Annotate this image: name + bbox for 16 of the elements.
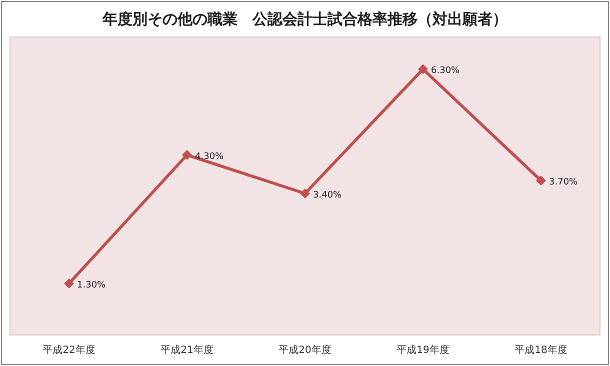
data-label: 6.30% bbox=[431, 66, 460, 76]
data-label: 3.40% bbox=[313, 190, 342, 201]
point bbox=[300, 188, 310, 199]
data-label: 1.30% bbox=[77, 280, 106, 291]
x-tick-label: 平成21年度 bbox=[160, 344, 214, 356]
chart-title: 年度別その他の職業 公認会計士試合格率推移（対出願者） bbox=[102, 10, 508, 28]
point bbox=[64, 278, 74, 289]
x-tick-label: 平成18年度 bbox=[514, 344, 568, 356]
point bbox=[182, 150, 192, 160]
data-label: 3.70% bbox=[549, 178, 578, 188]
point bbox=[418, 64, 428, 74]
x-tick-label: 平成20年度 bbox=[278, 344, 332, 356]
x-tick-label: 平成22年度 bbox=[42, 344, 96, 356]
point bbox=[536, 176, 546, 186]
x-tick-label: 平成19年度 bbox=[396, 344, 450, 356]
data-label: 4.30% bbox=[195, 152, 224, 162]
